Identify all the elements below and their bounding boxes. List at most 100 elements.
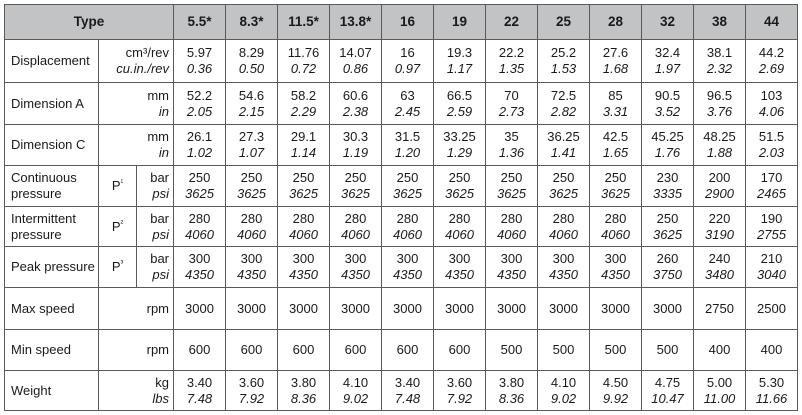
value-primary: 58.2: [290, 87, 317, 103]
value-primary: 3.40: [186, 374, 213, 390]
type-column-header: 44: [745, 4, 799, 40]
value-cell: 3.80 8.36: [485, 370, 539, 411]
value-primary: 19.3: [446, 45, 473, 60]
value-secondary: 2.73: [498, 103, 525, 119]
table-row: Peak pressure P³ bar psi 300 4350 300 4350 300 43…: [4, 246, 799, 288]
value-primary: 4.50: [602, 374, 629, 390]
value-cell: 90.5 3.52: [641, 82, 695, 125]
value-primary: 300: [344, 251, 367, 266]
type-column-header: 11.5*: [277, 4, 331, 40]
value-cell: 32.4 1.97: [641, 39, 695, 83]
value-cell: 85 3.31: [589, 82, 643, 125]
value-primary: 300: [396, 251, 419, 266]
type-header: Type: [3, 4, 175, 40]
value-cell: 3000: [433, 287, 487, 330]
value-primary: 200: [708, 170, 731, 185]
unit-secondary: psi: [152, 226, 170, 242]
value-cell: 200 2900: [693, 165, 747, 207]
value-primary: 3.60: [238, 374, 265, 390]
value-secondary: 3625: [393, 186, 422, 201]
value-primary: 85: [608, 87, 623, 103]
value-cell: 3.40 7.48: [173, 370, 227, 411]
value-cell: 66.5 2.59: [433, 82, 487, 125]
table-row: Max speed rpm 3000 3000 3000 3000 3000 3000 3000…: [4, 287, 799, 330]
value-secondary: 0.36: [186, 61, 213, 76]
value-cell: 170 2465: [745, 165, 799, 207]
value-cell: 500: [537, 329, 591, 371]
value-secondary: 1.41: [550, 145, 577, 160]
value-secondary: 3.76: [706, 103, 733, 119]
value-cell: 250 3625: [537, 165, 591, 207]
value-secondary: 2900: [705, 186, 734, 201]
unit-secondary: psi: [152, 267, 170, 282]
value-primary: 3000: [237, 300, 266, 316]
value-cell: 51.5 2.03: [745, 124, 799, 166]
value-primary: 230: [656, 170, 679, 185]
value-cell: 27.6 1.68: [589, 39, 643, 83]
value-cell: 35 1.36: [485, 124, 539, 166]
value-cell: 250 3625: [589, 165, 643, 207]
value-primary: 220: [708, 210, 731, 226]
value-primary: 400: [760, 342, 783, 357]
value-cell: 5.00 11.00: [693, 370, 747, 411]
pressure-symbol-letter: P: [111, 218, 121, 234]
value-primary: 250: [500, 170, 523, 185]
value-primary: 3000: [601, 300, 630, 316]
value-primary: 210: [760, 251, 783, 266]
value-secondary: 1.29: [446, 145, 473, 160]
value-cell: 600: [381, 329, 435, 371]
value-secondary: 3625: [185, 186, 214, 201]
value-cell: 280 4060: [433, 206, 487, 247]
value-primary: 600: [396, 342, 419, 357]
row-label: Intermittent pressure: [4, 206, 99, 247]
value-primary: 250: [448, 170, 471, 185]
value-cell: 45.25 1.76: [641, 124, 695, 166]
value-cell: 3000: [329, 287, 383, 330]
value-cell: 36.25 1.41: [537, 124, 591, 166]
value-primary: 3000: [289, 300, 318, 316]
value-secondary: 3625: [549, 186, 578, 201]
value-primary: 103: [760, 87, 783, 103]
value-cell: 27.3 1.07: [225, 124, 279, 166]
value-secondary: 4060: [185, 226, 214, 242]
value-cell: 250 3625: [381, 165, 435, 207]
value-secondary: 2.38: [342, 103, 369, 119]
value-cell: 33.25 1.29: [433, 124, 487, 166]
value-cell: 3000: [641, 287, 695, 330]
value-secondary: 4350: [393, 267, 422, 282]
value-cell: 280 4060: [329, 206, 383, 247]
value-cell: 8.29 0.50: [225, 39, 279, 83]
value-primary: 42.5: [602, 129, 629, 144]
value-primary: 3.80: [498, 374, 525, 390]
value-primary: 280: [500, 210, 523, 226]
value-secondary: 1.20: [394, 145, 421, 160]
unit-primary: rpm: [146, 342, 170, 357]
pressure-symbol: P³: [98, 246, 137, 288]
value-primary: 8.29: [238, 45, 265, 60]
value-primary: 3.60: [446, 374, 473, 390]
table-row: Continuous pressure P¹ bar psi 250 3625 250 362…: [4, 165, 799, 207]
value-primary: 16: [400, 45, 415, 60]
header-row: Type 5.5* 8.3* 11.5* 13.8* 16 19 22 25 28 32 38 44: [3, 4, 799, 40]
value-cell: 300 4350: [277, 246, 331, 288]
value-cell: 3.60 7.92: [433, 370, 487, 411]
value-primary: 280: [344, 210, 367, 226]
value-cell: 250 3625: [485, 165, 539, 207]
value-cell: 60.6 2.38: [329, 82, 383, 125]
value-primary: 250: [604, 170, 627, 185]
value-primary: 66.5: [446, 87, 473, 103]
value-secondary: 3625: [653, 226, 682, 242]
value-secondary: 4.06: [758, 103, 785, 119]
value-cell: 600: [173, 329, 227, 371]
value-secondary: 3625: [601, 186, 630, 201]
value-cell: 300 4350: [173, 246, 227, 288]
value-secondary: 3625: [289, 186, 318, 201]
value-cell: 280 4060: [173, 206, 227, 247]
type-column-header: 19: [433, 4, 487, 40]
unit-secondary: psi: [152, 186, 170, 201]
value-primary: 4.10: [342, 374, 369, 390]
value-primary: 90.5: [654, 87, 681, 103]
value-primary: 44.2: [758, 45, 785, 60]
value-cell: 4.10 9.02: [329, 370, 383, 411]
